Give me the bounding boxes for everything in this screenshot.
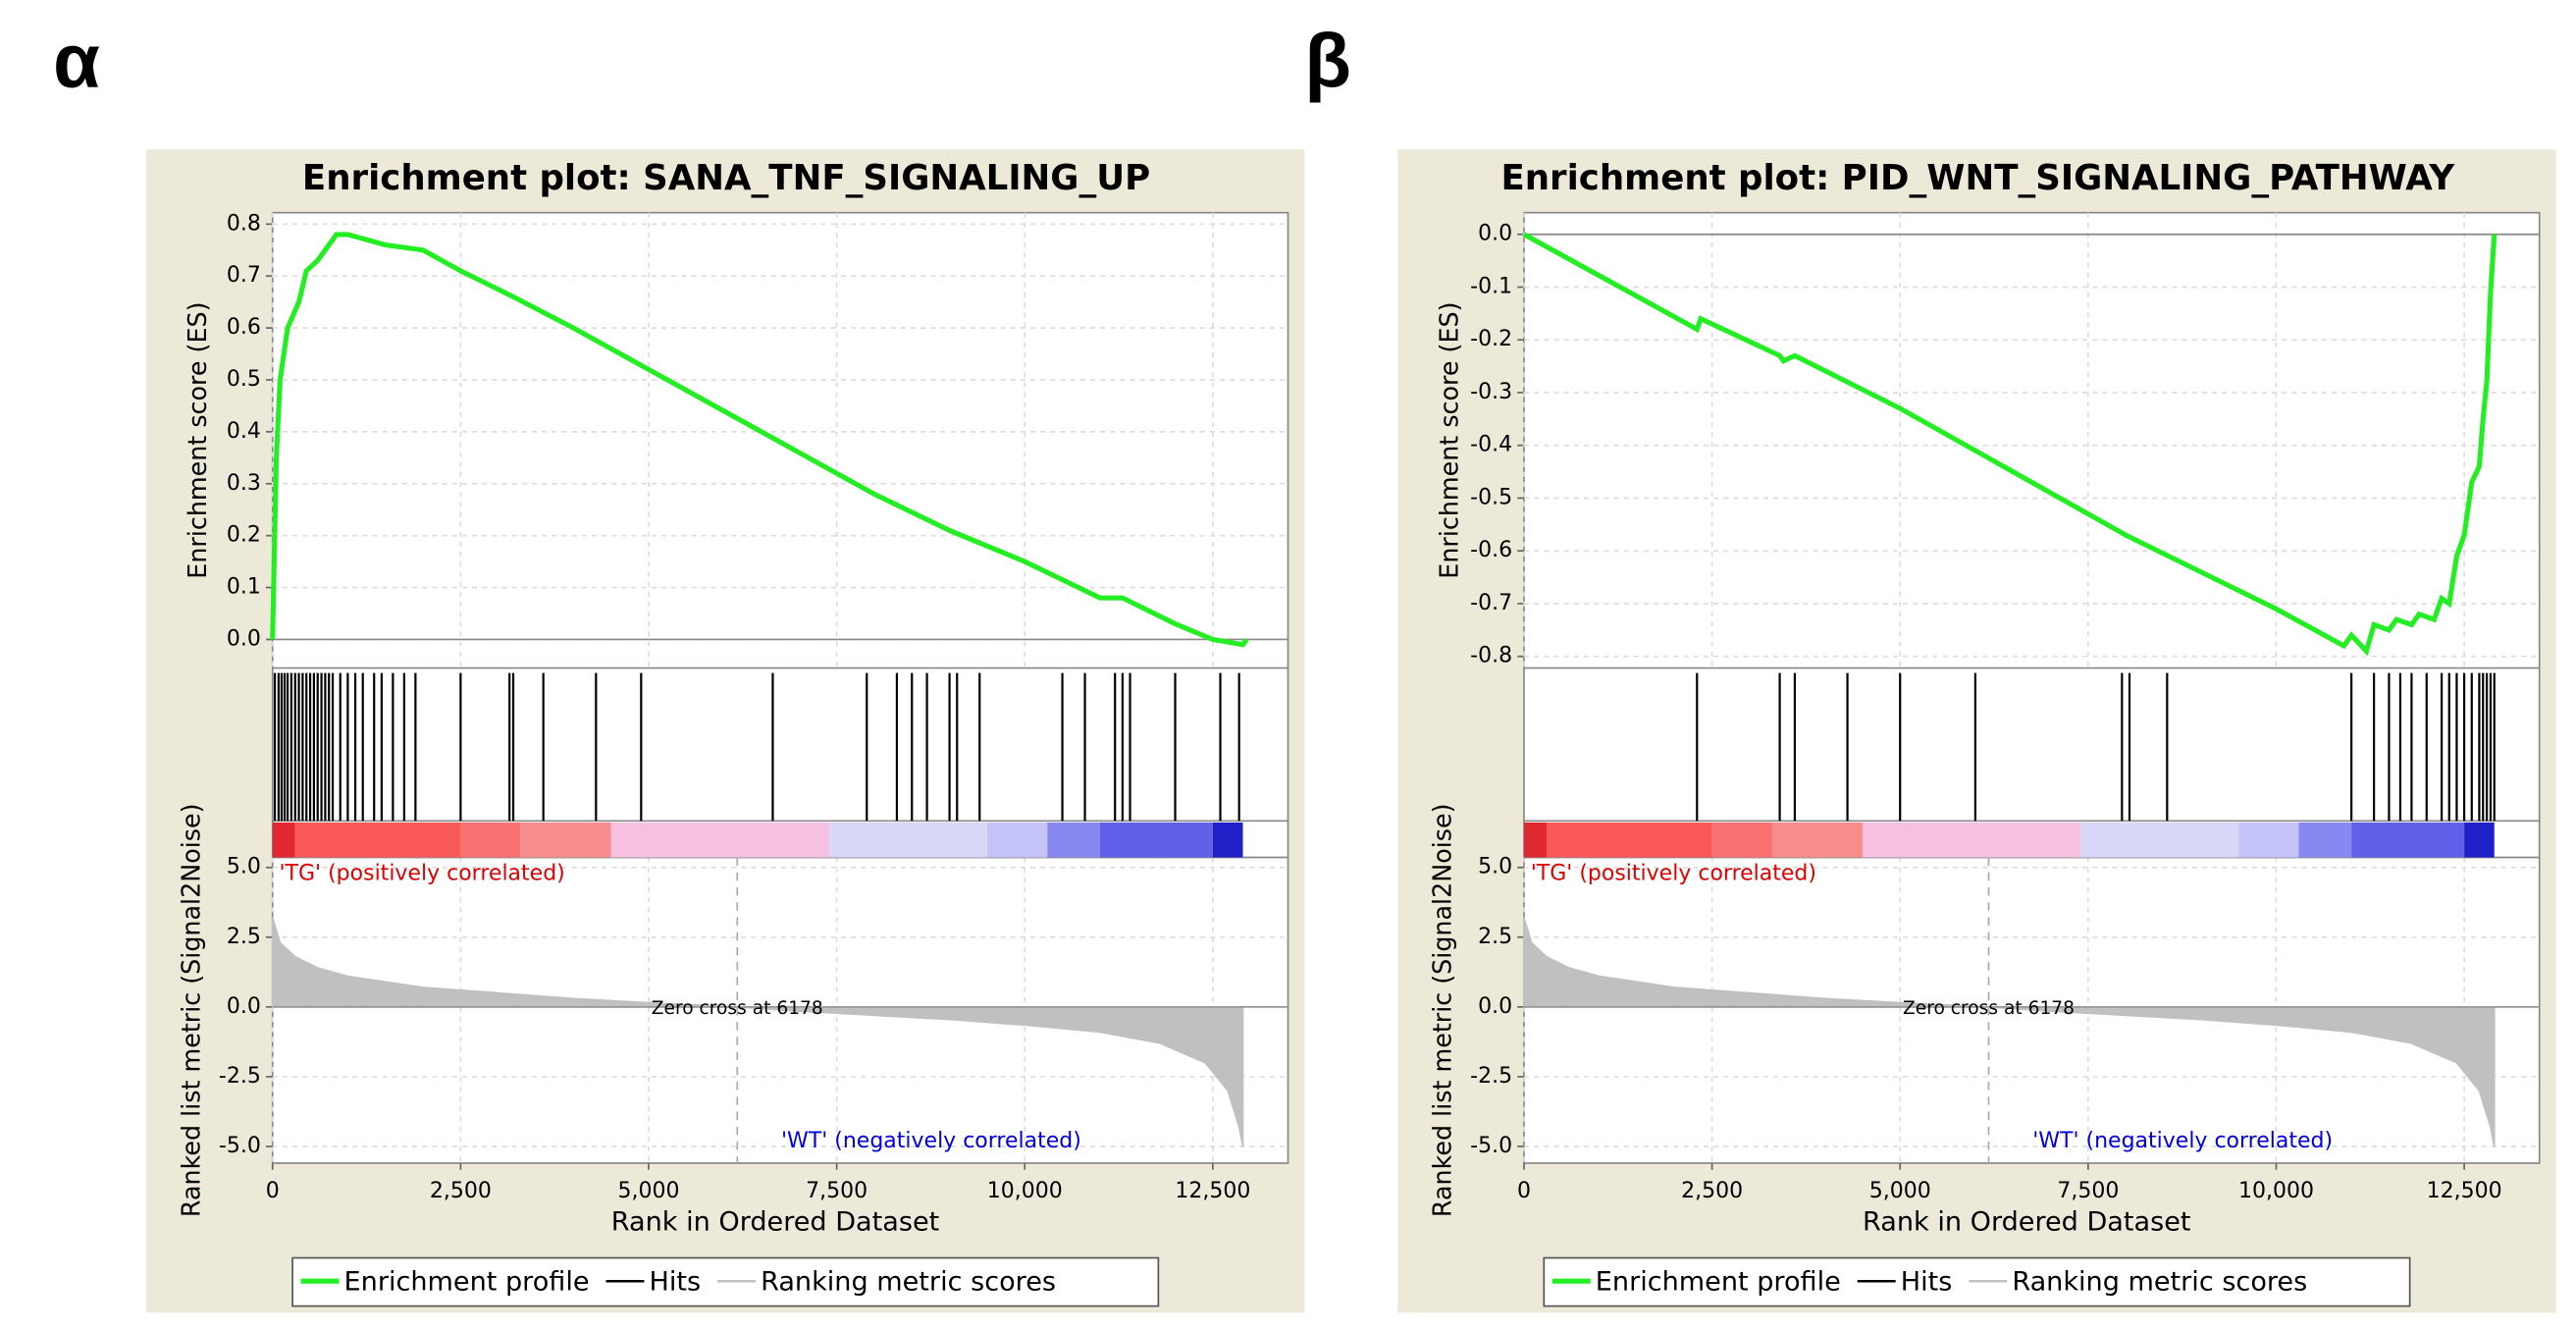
legend-label: Ranking metric scores [761, 1266, 1056, 1297]
ranking-band-segment [1862, 822, 2081, 858]
y-tick-label: 0.7 [227, 263, 261, 288]
y2-tick-label: 5.0 [227, 855, 261, 879]
metric-area [271, 917, 1244, 1147]
negative-label: 'WT' (negatively correlated) [781, 1129, 1081, 1153]
gsea-panel: α Enrichment plot: SANA_TNF_SIGNALING_UP 0… [53, 17, 1305, 1313]
x-tick-label: 10,000 [2238, 1179, 2314, 1203]
ranking-band-segment [294, 822, 461, 858]
ranking-band-segment [1047, 822, 1100, 858]
y2-axis-label: Ranked list metric (Signal2Noise) [176, 803, 205, 1217]
ranking-band-segment [2298, 822, 2352, 858]
zero-cross-label: Zero cross at 6178 [652, 998, 823, 1019]
metric-area [1523, 917, 2496, 1147]
x-tick-label: 2,500 [1681, 1179, 1743, 1203]
legend-label: Ranking metric scores [2012, 1266, 2307, 1297]
y-tick-label: 0.6 [227, 315, 261, 340]
y2-tick-label: -2.5 [1470, 1064, 1512, 1089]
legend-label: Hits [650, 1266, 702, 1297]
y-tick-label: -0.7 [1470, 591, 1512, 615]
x-tick-label: 0 [1517, 1179, 1531, 1203]
x-tick-label: 10,000 [987, 1179, 1063, 1203]
ranking-band-segment [1546, 822, 1712, 858]
x-tick-label: 12,500 [1175, 1179, 1250, 1203]
y-tick-label: 0.4 [227, 419, 261, 444]
x-tick-label: 12,500 [2427, 1179, 2502, 1203]
y2-tick-label: 5.0 [1478, 855, 1512, 879]
y-tick-label: 0.3 [227, 471, 261, 496]
negative-label: 'WT' (negatively correlated) [2032, 1129, 2333, 1153]
y2-tick-label: -5.0 [1470, 1134, 1512, 1158]
y-tick-label: 0.2 [227, 523, 261, 548]
ranking-band-segment [986, 822, 1048, 858]
y-tick-label: 0.0 [1478, 222, 1512, 246]
y-tick-label: -0.5 [1470, 485, 1512, 509]
y-tick-label: -0.6 [1470, 538, 1512, 562]
ranking-band-segment [828, 822, 987, 858]
y-tick-label: 0.0 [227, 626, 261, 651]
y2-axis-label: Ranked list metric (Signal2Noise) [1428, 803, 1457, 1217]
x-tick-label: 7,500 [2057, 1179, 2119, 1203]
x-tick-label: 2,500 [430, 1179, 492, 1203]
y2-tick-label: -5.0 [219, 1134, 261, 1158]
ranking-band-segment [610, 822, 829, 858]
gsea-panel: β Enrichment plot: PID_WNT_SIGNALING_PATH… [1304, 17, 2556, 1313]
x-axis-label: Rank in Ordered Dataset [1863, 1206, 2190, 1237]
y-tick-label: 0.1 [227, 575, 261, 600]
chart-title: Enrichment plot: PID_WNT_SIGNALING_PATHW… [1500, 158, 2455, 198]
y-tick-label: -0.4 [1470, 433, 1512, 457]
y-axis-label: Enrichment score (ES) [183, 302, 212, 579]
positive-label: 'TG' (positively correlated) [1531, 861, 1816, 885]
y2-tick-label: 2.5 [1478, 925, 1512, 949]
legend-label: Enrichment profile [1596, 1266, 1841, 1297]
ranking-band-segment [2080, 822, 2239, 858]
positive-label: 'TG' (positively correlated) [280, 861, 565, 885]
enrichment-line [270, 232, 1249, 648]
y-axis-label: Enrichment score (ES) [1434, 302, 1463, 579]
panel-label: β [1304, 17, 1351, 103]
enrichment-line [1522, 232, 2497, 657]
x-axis-label: Rank in Ordered Dataset [611, 1206, 939, 1237]
ranking-band-segment [1523, 822, 1547, 858]
ranking-band-segment [1711, 822, 1772, 858]
ranking-band-segment [2351, 822, 2465, 858]
x-tick-label: 7,500 [806, 1179, 867, 1203]
chart-title: Enrichment plot: SANA_TNF_SIGNALING_UP [302, 158, 1150, 198]
ranking-band-segment [2238, 822, 2299, 858]
zero-cross-label: Zero cross at 6178 [1903, 998, 2075, 1019]
x-tick-label: 5,000 [617, 1179, 679, 1203]
y-tick-label: 0.8 [227, 211, 261, 236]
ranking-band-segment [272, 822, 295, 858]
x-tick-label: 0 [266, 1179, 280, 1203]
ranking-band-segment [2464, 822, 2495, 858]
y-tick-label: -0.8 [1470, 644, 1512, 668]
ranking-band-segment [520, 822, 611, 858]
y-tick-label: 0.5 [227, 367, 261, 392]
x-tick-label: 5,000 [1869, 1179, 1931, 1203]
y2-tick-label: 0.0 [1478, 994, 1512, 1019]
ranking-band-segment [460, 822, 521, 858]
y-tick-label: -0.1 [1470, 274, 1512, 298]
legend-label: Enrichment profile [344, 1266, 590, 1297]
panel-label: α [53, 17, 100, 103]
y2-tick-label: -2.5 [219, 1064, 261, 1089]
y-tick-label: -0.3 [1470, 380, 1512, 404]
ranking-band-segment [1099, 822, 1213, 858]
y2-tick-label: 2.5 [227, 925, 261, 949]
ranking-band-segment [1771, 822, 1863, 858]
ranking-band-segment [1212, 822, 1243, 858]
y2-tick-label: 0.0 [227, 994, 261, 1019]
y-tick-label: -0.2 [1470, 327, 1512, 351]
legend-label: Hits [1901, 1266, 1953, 1297]
